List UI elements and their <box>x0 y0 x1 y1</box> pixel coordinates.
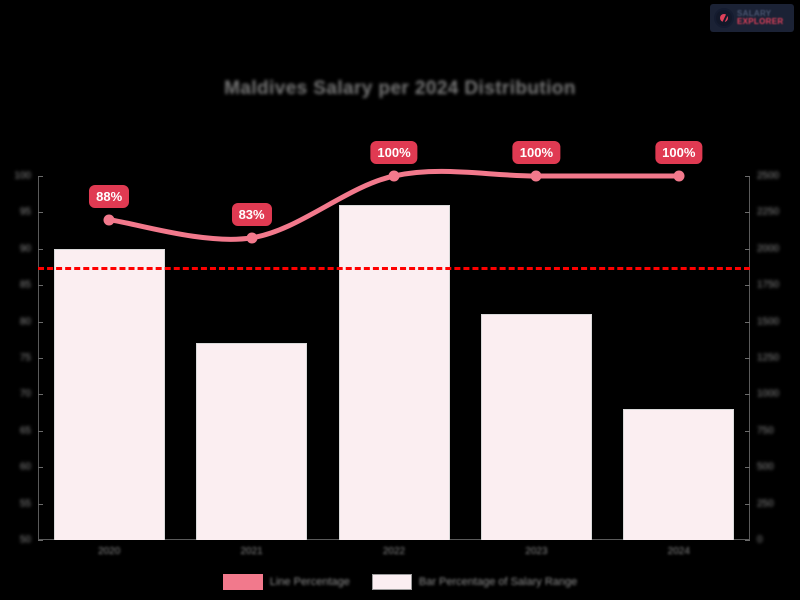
line-swatch <box>222 574 263 590</box>
y-axis-right-label: 2500 <box>757 170 780 182</box>
y-axis-right-label: 1500 <box>757 316 780 328</box>
axis-tick <box>745 430 750 432</box>
axis-tick <box>38 212 43 214</box>
axis-tick <box>745 394 750 396</box>
axis-tick <box>38 503 43 505</box>
y-axis-left-label: 90 <box>19 243 31 255</box>
y-axis-left-label: 55 <box>19 498 31 510</box>
x-axis-label: 2022 <box>382 546 406 557</box>
x-axis-label: 2024 <box>667 546 690 557</box>
y-axis-left-label: 75 <box>19 352 31 364</box>
line-series <box>106 168 682 242</box>
legend-item[interactable]: Bar Percentage of Salary Range <box>371 574 578 590</box>
threshold-line <box>38 267 750 270</box>
legend-label: Bar Percentage of Salary Range <box>418 576 578 588</box>
y-axis-right-label: 1750 <box>757 279 780 291</box>
compass-icon <box>714 8 734 28</box>
y-axis-right-label: 1250 <box>757 352 780 364</box>
logo-line-1: SALARY <box>737 9 772 18</box>
y-axis-left-label: 95 <box>19 206 31 218</box>
axis-tick <box>745 212 750 214</box>
bar-swatch <box>371 574 412 590</box>
y-axis-left-label: 60 <box>19 461 31 473</box>
axis-tick <box>38 285 43 287</box>
y-axis-left-label: 80 <box>19 316 31 328</box>
y-axis-left-label: 65 <box>19 425 31 437</box>
axis-tick <box>38 540 43 541</box>
line-marker <box>246 232 258 244</box>
axis-tick <box>38 467 43 469</box>
line-marker <box>673 170 685 182</box>
data-label: 88% <box>89 184 130 208</box>
bar <box>480 314 592 540</box>
data-label: 100% <box>370 141 418 164</box>
axis-tick <box>38 430 43 432</box>
legend-item[interactable]: Line Percentage <box>222 574 350 590</box>
y-axis-left-label: 70 <box>19 388 31 400</box>
y-axis-right-label: 750 <box>757 425 774 437</box>
line-marker <box>388 170 400 182</box>
axis-tick <box>38 248 43 250</box>
line-marker <box>530 170 542 182</box>
y-axis-left-label: 50 <box>19 534 31 546</box>
axis-tick <box>745 540 750 541</box>
data-label: 83% <box>231 202 272 226</box>
logo-text: SALARY EXPLORER <box>737 10 783 26</box>
line-path <box>106 168 682 242</box>
data-label: 100% <box>512 141 561 164</box>
legend-label: Line Percentage <box>269 576 350 588</box>
chart-legend: Line Percentage Bar Percentage of Salary … <box>0 574 800 590</box>
line-marker <box>103 214 115 226</box>
y-axis-right-label: 500 <box>757 461 774 473</box>
axis-tick <box>745 321 750 323</box>
chart-title: Maldives Salary per 2024 Distribution <box>224 78 576 99</box>
data-label: 100% <box>655 141 703 164</box>
y-axis-left-label: 100 <box>14 170 31 182</box>
bar <box>196 343 308 540</box>
bar <box>623 408 735 540</box>
brand-logo: SALARY EXPLORER <box>710 4 794 32</box>
bar <box>53 248 165 540</box>
y-axis-right-label: 2250 <box>757 206 780 218</box>
plot-area: 100 95 90 85 80 75 70 65 60 55 50 2500 2250 2000 1750… <box>14 141 779 557</box>
x-axis-label: 2020 <box>98 546 121 557</box>
y-axis-right-label: 1000 <box>757 388 780 400</box>
axis-tick <box>38 321 43 323</box>
axis-tick <box>745 503 750 505</box>
axis-tick <box>38 394 43 396</box>
axis-tick <box>745 358 750 359</box>
y-axis-right-label: 0 <box>757 534 763 546</box>
axis-tick <box>38 176 43 177</box>
y-axis-right-label: 250 <box>757 498 774 510</box>
axis-tick <box>745 248 750 250</box>
axis-tick <box>745 467 750 469</box>
x-axis-label: 2021 <box>240 546 263 557</box>
axis-tick <box>745 176 750 177</box>
axis-tick <box>745 285 750 287</box>
logo-line-2: EXPLORER <box>737 17 784 26</box>
bar <box>338 205 450 540</box>
x-axis-label: 2023 <box>525 546 548 557</box>
axis-tick <box>38 358 43 359</box>
y-axis-right-label: 2000 <box>757 243 780 255</box>
y-axis-left-label: 85 <box>19 279 31 291</box>
